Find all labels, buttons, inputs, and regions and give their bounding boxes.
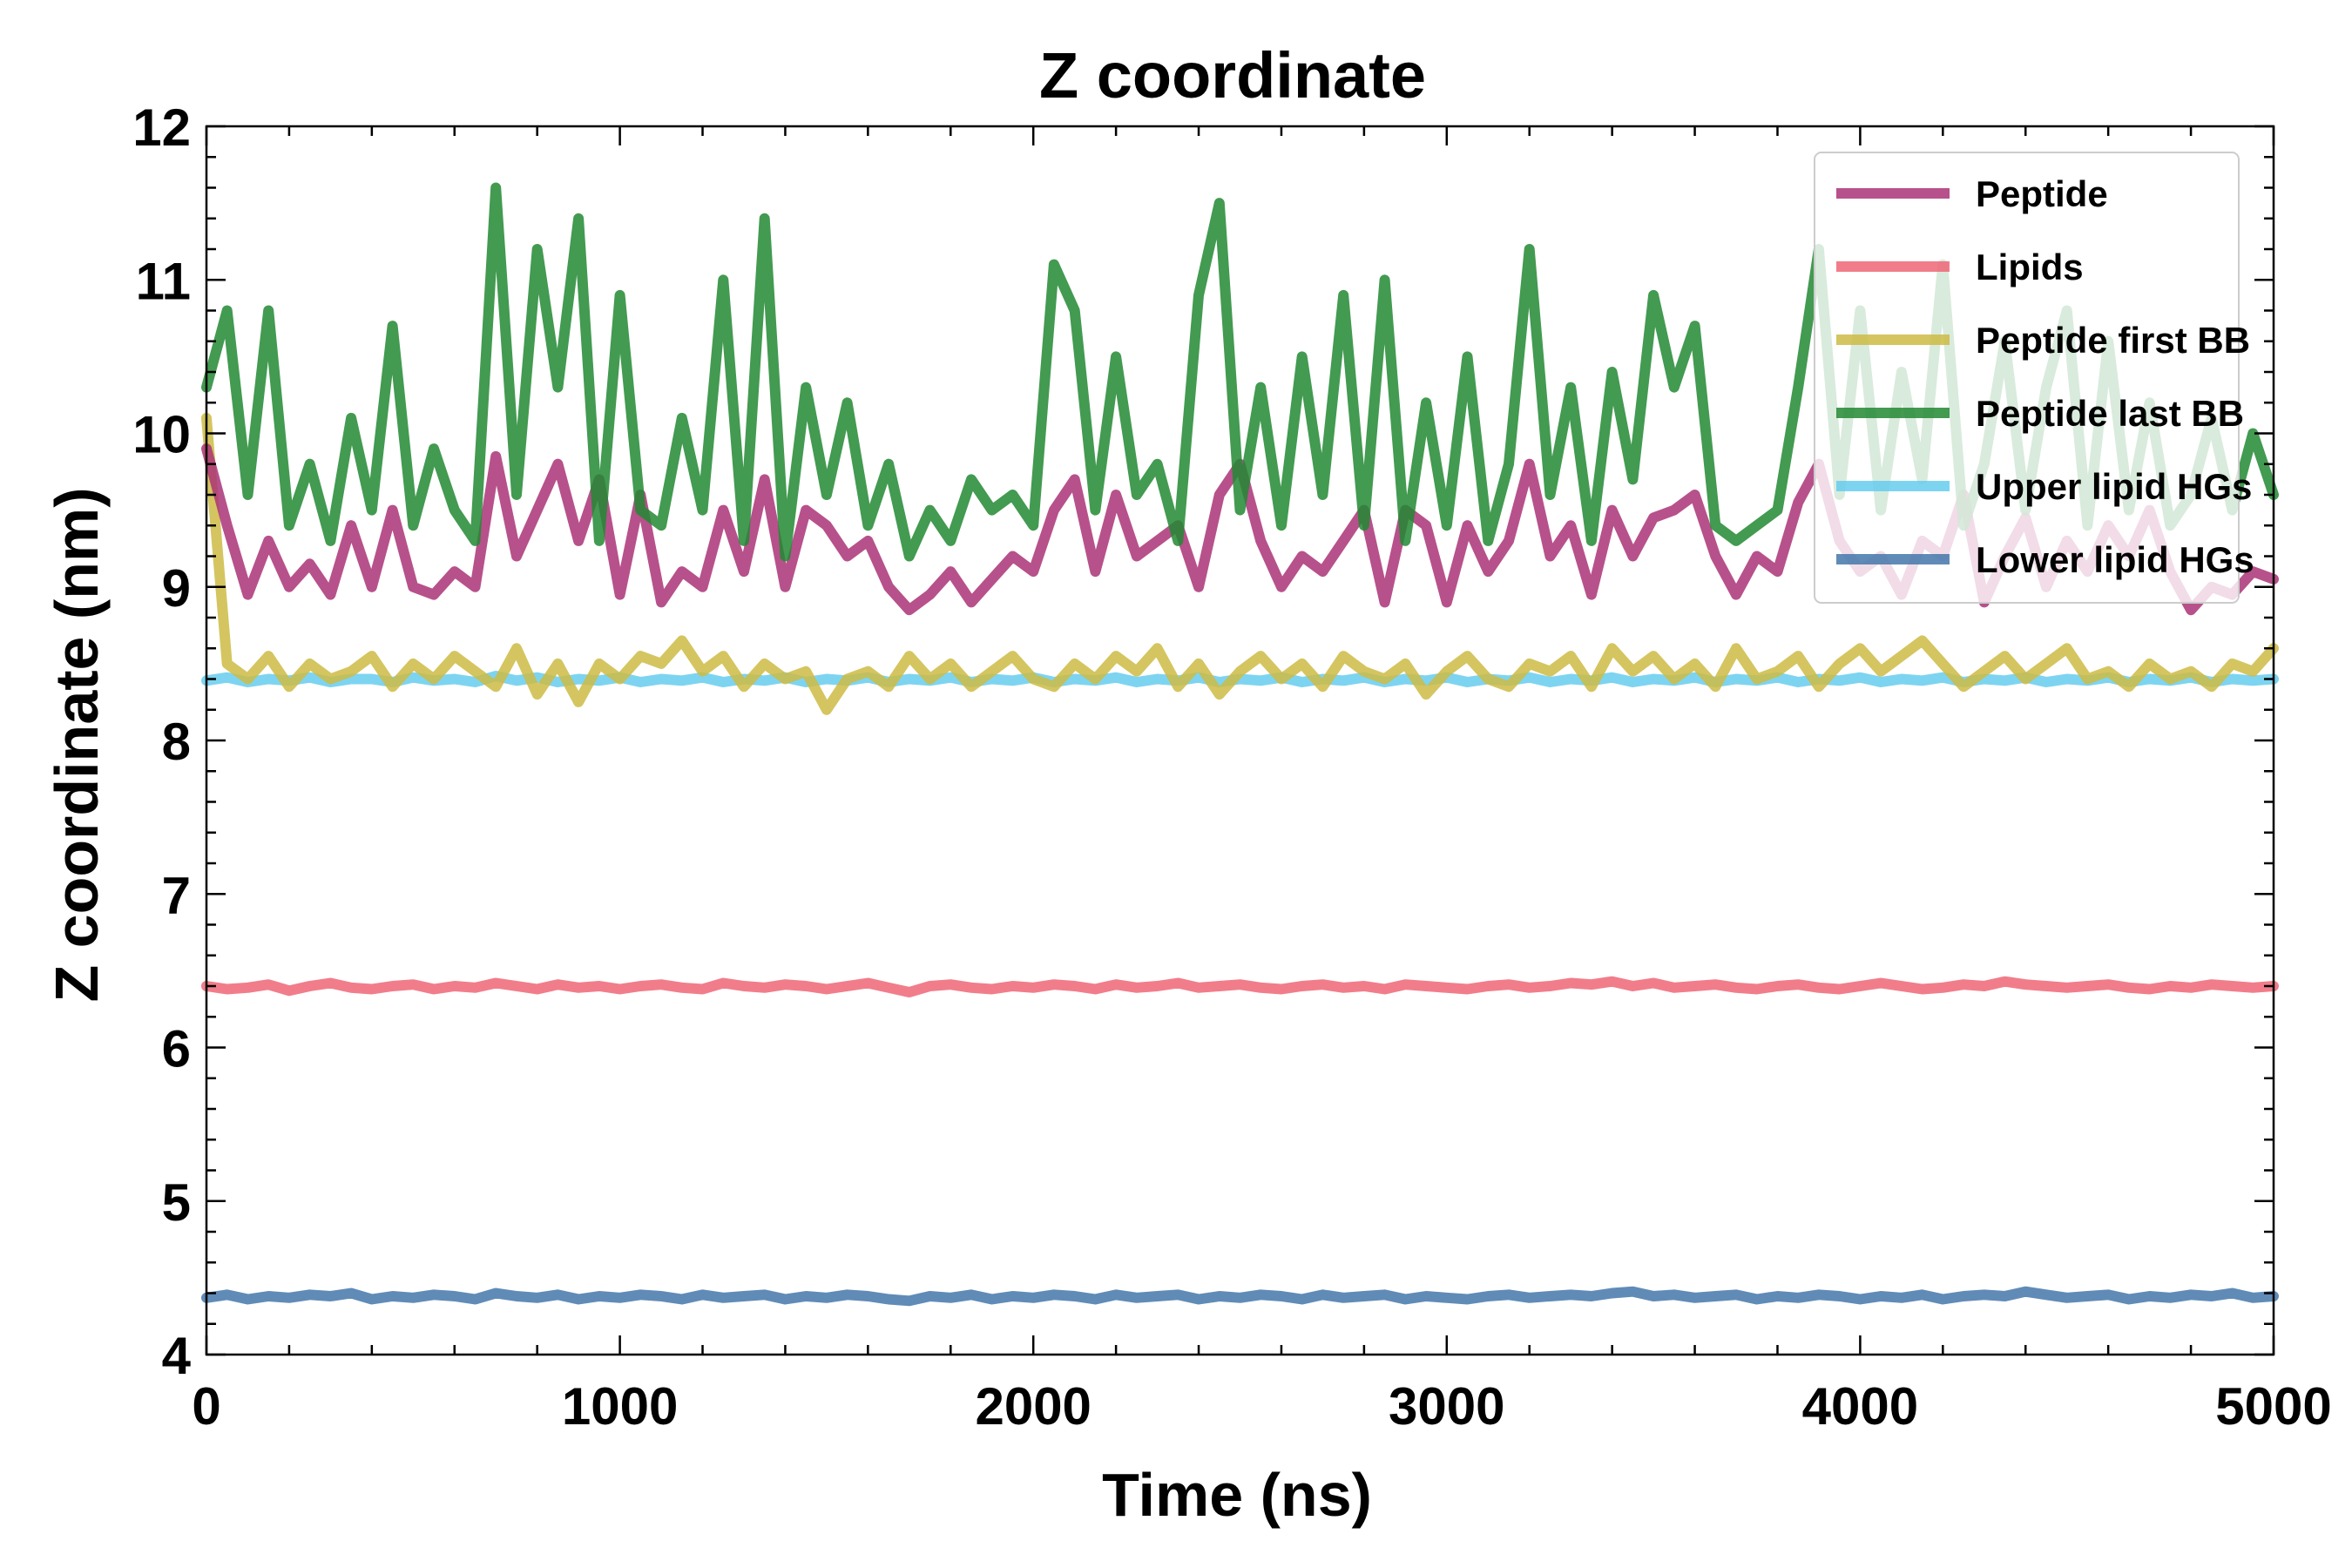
- legend-label-peptide-first-bb: Peptide first BB: [1976, 320, 2250, 361]
- legend-label-lipids: Lipids: [1976, 247, 2084, 287]
- ticks-layer: 0 1000 2000 3000 4000 5000 4 5 6 7 8 9 10 11 12: [132, 98, 2331, 1436]
- y-axis-label: Z coordinate (nm): [43, 487, 111, 1002]
- y-tick-label: 12: [132, 98, 191, 157]
- x-tick-label: 0: [192, 1377, 220, 1436]
- series-line-peptide-first-bb: [201, 412, 2279, 715]
- x-tick-label: 5000: [2215, 1377, 2331, 1436]
- x-axis-label: Time (ns): [1102, 1461, 1372, 1529]
- legend-label-peptide-last-bb: Peptide last BB: [1976, 393, 2244, 434]
- y-tick-label: 7: [162, 866, 191, 924]
- y-tick-label: 5: [162, 1173, 191, 1232]
- legend-label-upper-lipid-hgs: Upper lipid HGs: [1976, 466, 2252, 507]
- x-tick-label: 4000: [1802, 1377, 1918, 1436]
- y-tick-label: 9: [162, 559, 191, 618]
- x-tick-label: 3000: [1389, 1377, 1504, 1436]
- y-tick-label: 10: [132, 406, 191, 464]
- series-line-lower-lipid-hgs: [201, 1286, 2279, 1307]
- x-tick-label: 2000: [975, 1377, 1091, 1436]
- y-tick-label: 4: [162, 1327, 192, 1385]
- x-tick-label: 1000: [562, 1377, 678, 1436]
- chart-title: Z coordinate: [1039, 39, 1426, 112]
- plot-frame: [205, 125, 2275, 1356]
- y-tick-label: 8: [162, 713, 191, 771]
- series-layer: [201, 182, 2279, 1307]
- y-tick-label: 6: [162, 1020, 191, 1078]
- y-tick-label: 11: [136, 252, 191, 310]
- series-line-lipids: [201, 976, 2279, 997]
- legend-label-peptide: Peptide: [1976, 173, 2108, 214]
- legend: Peptide Lipids Peptide first BB Peptide las…: [1814, 152, 2254, 604]
- legend-label-lower-lipid-hgs: Lower lipid HGs: [1976, 539, 2254, 580]
- legend-box: [1814, 152, 2240, 604]
